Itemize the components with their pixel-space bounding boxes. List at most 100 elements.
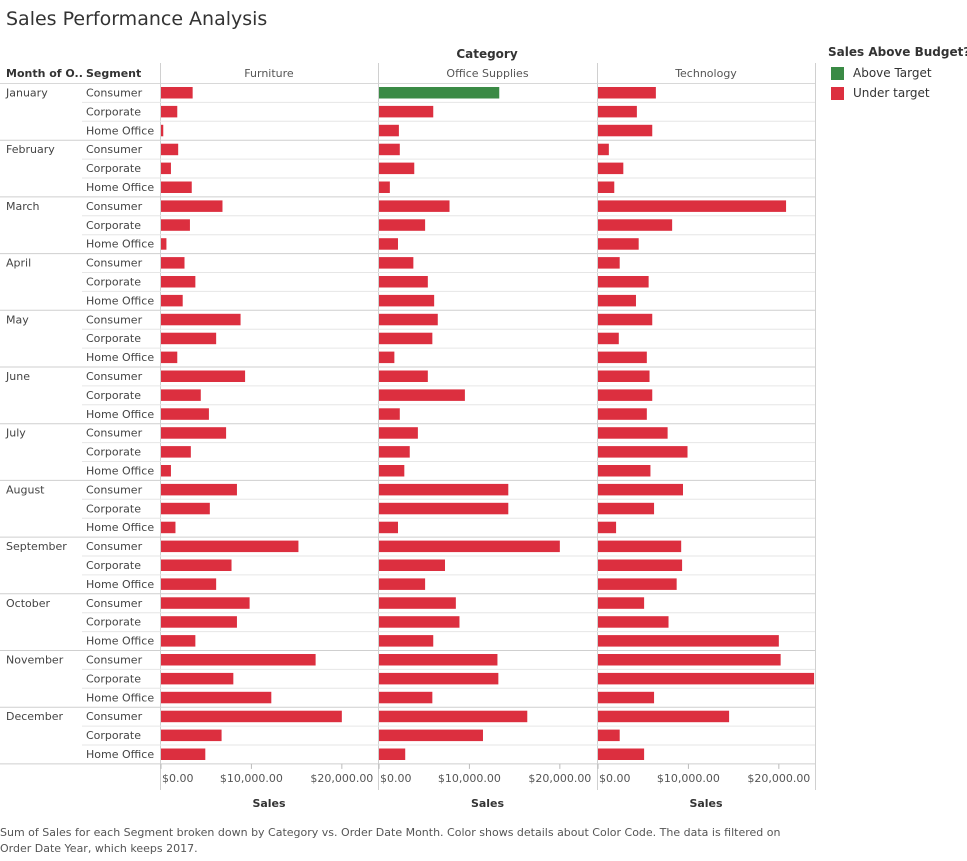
bar-technology-march-corporate (598, 219, 673, 231)
bar-technology-november-home-office (598, 691, 655, 704)
bar-office-supplies-october-consumer (379, 597, 456, 609)
segment-label-home-office: Home Office (86, 465, 154, 478)
bar-technology-june-corporate (598, 389, 653, 401)
bar-furniture-june-consumer (161, 370, 246, 382)
bar-office-supplies-january-corporate (379, 105, 434, 118)
bar-technology-march-home-office (598, 238, 639, 250)
bar-technology-june-consumer (598, 370, 650, 382)
axis-title-office-supplies: Sales (471, 797, 505, 810)
segment-label-consumer: Consumer (86, 143, 143, 156)
segment-label-consumer: Consumer (86, 483, 143, 496)
month-label-march: March (6, 200, 40, 213)
bar-furniture-july-consumer (161, 427, 227, 439)
segment-label-home-office: Home Office (86, 124, 154, 137)
category-header-technology: Technology (674, 67, 737, 80)
segment-label-consumer: Consumer (86, 710, 143, 723)
bar-furniture-may-consumer (161, 313, 241, 326)
bar-office-supplies-march-corporate (379, 219, 426, 231)
bar-office-supplies-january-home-office (379, 124, 399, 137)
bar-office-supplies-january-consumer (379, 87, 500, 99)
month-label-june: June (5, 370, 30, 383)
segment-label-consumer: Consumer (86, 313, 143, 326)
bar-furniture-august-consumer (161, 483, 237, 496)
axis-title-furniture: Sales (252, 797, 286, 810)
segment-label-corporate: Corporate (86, 105, 141, 118)
segment-label-corporate: Corporate (86, 276, 141, 289)
bar-furniture-june-corporate (161, 389, 201, 401)
month-label-november: November (6, 654, 64, 667)
bar-office-supplies-december-corporate (379, 729, 483, 742)
bar-office-supplies-april-home-office (379, 294, 435, 307)
segment-label-corporate: Corporate (86, 389, 141, 402)
bar-technology-may-home-office (598, 351, 647, 364)
axis-title-technology: Sales (689, 797, 723, 810)
bar-office-supplies-april-corporate (379, 276, 428, 288)
segment-label-home-office: Home Office (86, 408, 154, 421)
bar-office-supplies-march-home-office (379, 238, 398, 250)
category-header-furniture: Furniture (244, 67, 294, 80)
bar-technology-january-corporate (598, 105, 637, 118)
bar-furniture-october-home-office (161, 635, 196, 647)
bar-furniture-march-corporate (161, 219, 190, 231)
bar-technology-december-consumer (598, 710, 730, 723)
bar-technology-may-corporate (598, 332, 619, 345)
bar-furniture-january-consumer (161, 87, 193, 99)
bar-office-supplies-november-consumer (379, 654, 498, 666)
bar-office-supplies-september-home-office (379, 578, 426, 590)
month-label-april: April (6, 257, 31, 270)
bar-office-supplies-april-consumer (379, 257, 414, 269)
bar-furniture-april-home-office (161, 294, 183, 307)
bar-office-supplies-july-home-office (379, 465, 405, 477)
category-header: Category (456, 47, 518, 61)
segment-label-corporate: Corporate (86, 446, 141, 459)
segment-label-corporate: Corporate (86, 332, 141, 345)
bar-technology-november-consumer (598, 654, 781, 666)
bar-furniture-may-corporate (161, 332, 217, 345)
legend-title: Sales Above Budget? (828, 45, 967, 59)
bar-technology-november-corporate (598, 672, 815, 685)
bar-technology-august-home-office (598, 521, 617, 534)
bar-office-supplies-august-home-office (379, 521, 398, 534)
month-label-august: August (6, 483, 45, 496)
bar-technology-july-consumer (598, 427, 668, 439)
chart-caption: Sum of Sales for each Segment broken dow… (0, 826, 781, 855)
bar-office-supplies-october-corporate (379, 616, 460, 628)
bar-furniture-september-home-office (161, 578, 217, 590)
bar-office-supplies-september-consumer (379, 540, 560, 553)
legend-item-above-target[interactable]: Above Target (828, 63, 967, 83)
segment-label-corporate: Corporate (86, 616, 141, 629)
month-label-may: May (6, 313, 29, 326)
legend-item-under-target[interactable]: Under target (828, 83, 967, 103)
bar-office-supplies-july-corporate (379, 446, 410, 458)
page-title: Sales Performance Analysis (6, 8, 268, 30)
segment-label-consumer: Consumer (86, 427, 143, 440)
segment-column-header: Segment (86, 67, 141, 80)
bar-technology-october-corporate (598, 616, 669, 628)
bar-office-supplies-march-consumer (379, 200, 450, 212)
bar-office-supplies-october-home-office (379, 635, 434, 647)
legend-label-above-target: Above Target (853, 66, 932, 80)
bar-furniture-december-consumer (161, 710, 342, 723)
bar-technology-january-home-office (598, 124, 653, 137)
segment-label-home-office: Home Office (86, 691, 154, 704)
bar-furniture-october-consumer (161, 597, 250, 609)
month-label-february: February (6, 143, 55, 156)
bar-office-supplies-november-corporate (379, 672, 499, 685)
bar-office-supplies-september-corporate (379, 559, 446, 571)
bar-furniture-september-corporate (161, 559, 232, 571)
legend-swatch-above-target (831, 66, 844, 80)
bar-technology-october-consumer (598, 597, 645, 609)
segment-label-home-office: Home Office (86, 294, 154, 307)
bar-technology-february-home-office (598, 181, 615, 193)
bar-technology-april-home-office (598, 294, 636, 307)
bar-office-supplies-may-home-office (379, 351, 395, 364)
bar-furniture-september-consumer (161, 540, 299, 553)
bar-furniture-november-consumer (161, 654, 316, 666)
month-label-january: January (5, 87, 48, 100)
segment-label-home-office: Home Office (86, 521, 154, 534)
segment-label-home-office: Home Office (86, 578, 154, 591)
bar-technology-august-corporate (598, 502, 655, 515)
bar-furniture-march-consumer (161, 200, 223, 212)
bar-technology-august-consumer (598, 483, 683, 496)
bar-technology-december-corporate (598, 729, 620, 742)
